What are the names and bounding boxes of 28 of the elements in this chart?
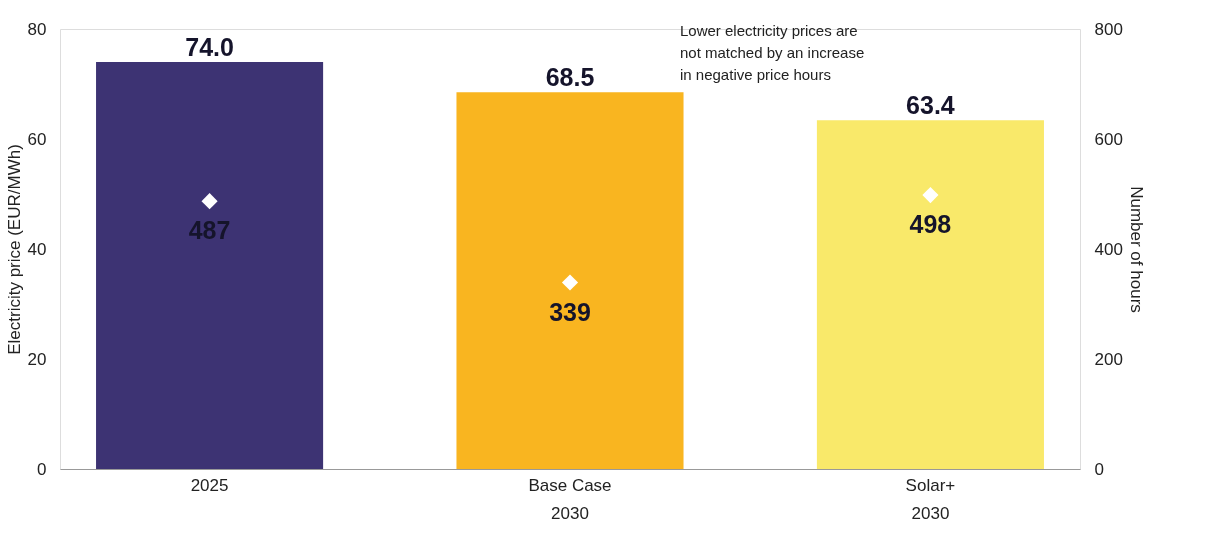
data-label: 498	[909, 210, 952, 239]
point	[561, 274, 579, 291]
bar	[96, 62, 324, 469]
y2-tick-label: 200	[1094, 349, 1123, 369]
y2-axis-title: Number of hours	[1126, 186, 1146, 313]
point	[922, 187, 939, 204]
y2-tick-label: 800	[1094, 19, 1123, 39]
x-tick-label: Solar+ 2030	[905, 475, 956, 523]
data-label: 74.0	[185, 33, 234, 61]
data-label: 68.5	[545, 63, 595, 92]
x-tick-label: 2025	[190, 475, 229, 495]
y2-tick-label: 600	[1094, 129, 1123, 149]
y-tick-label: 40	[27, 239, 47, 259]
y-axis-title: Electricity price (EUR/MWh)	[4, 144, 24, 355]
y2-tick-label: 400	[1094, 239, 1123, 259]
y-tick-label: 60	[27, 129, 47, 149]
y-tick-label: 0	[37, 459, 47, 479]
bar	[456, 92, 684, 469]
y-tick-label: 20	[27, 349, 47, 369]
x-tick-label: Base Case 2030	[528, 475, 612, 523]
annotation: Lower electricity prices are not matched by an increase in negative price hours	[680, 22, 865, 83]
data-label: 339	[549, 297, 591, 326]
data-label: 487	[188, 216, 231, 245]
bar	[816, 120, 1044, 469]
y2-tick-label: 0	[1094, 459, 1104, 479]
y-tick-label: 80	[27, 19, 47, 39]
data-label: 63.4	[906, 91, 955, 120]
point	[201, 193, 218, 210]
